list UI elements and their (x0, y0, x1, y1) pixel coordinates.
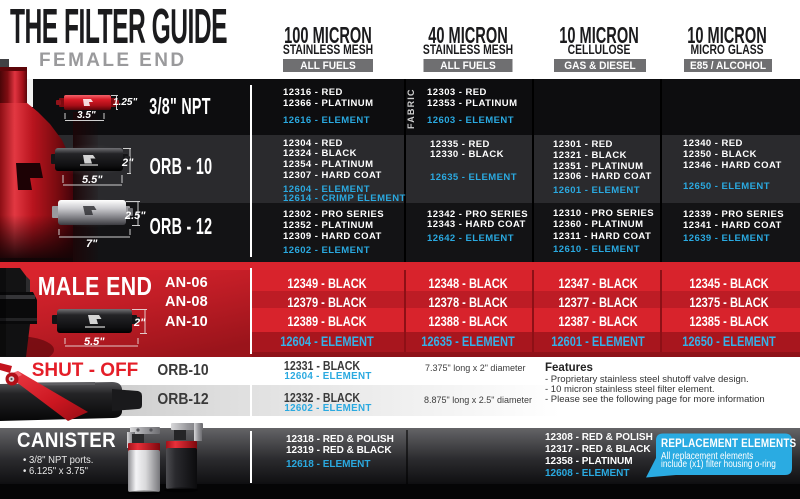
svg-text:2.5": 2.5" (124, 210, 146, 222)
svg-text:5.5": 5.5" (82, 174, 103, 186)
svg-text:2": 2" (133, 317, 146, 329)
svg-text:3.5": 3.5" (77, 110, 96, 121)
svg-text:7": 7" (86, 238, 98, 250)
svg-text:2": 2" (121, 157, 134, 169)
svg-text:5.5": 5.5" (84, 336, 105, 348)
svg-text:1.25": 1.25" (113, 97, 137, 108)
